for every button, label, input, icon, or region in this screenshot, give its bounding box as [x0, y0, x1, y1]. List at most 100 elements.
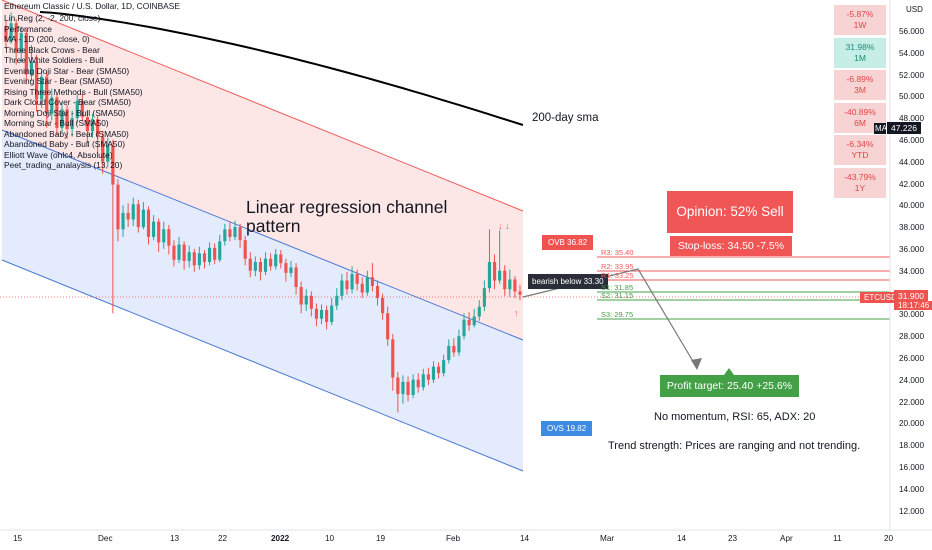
indicator-item[interactable]: Peet_trading_analaysis (13, 20)	[4, 160, 123, 170]
indicator-item[interactable]: Abandoned Baby - Bear (SMA50)	[4, 128, 129, 139]
candle-body	[274, 254, 278, 267]
performance-period: 1M	[854, 52, 866, 63]
candle-body	[340, 280, 344, 296]
candle-body	[294, 267, 298, 288]
candle-body	[121, 212, 125, 230]
candle-body	[396, 377, 400, 394]
performance-period: YTD	[851, 150, 869, 160]
performance-value: -6.89%	[846, 74, 874, 84]
candle-body	[162, 229, 166, 243]
candle-body	[101, 136, 105, 162]
indicator-item[interactable]: Elliott Wave (ohlc4, Absolute)	[4, 149, 113, 160]
candle-body	[90, 119, 95, 132]
candle-body	[4, 26, 8, 41]
y-tick-label: 16.000	[899, 463, 925, 472]
indicator-item[interactable]: Morning Star - Bull (SMA50)	[4, 118, 109, 128]
indicator-item[interactable]: Abandoned Baby - Bull (SMA50)	[4, 139, 126, 149]
currency-label: USD	[906, 5, 923, 14]
candle-body	[330, 305, 334, 322]
indicator-item[interactable]: Lin Reg (2, -2, 200, close)	[4, 13, 101, 23]
candle-body	[452, 345, 456, 353]
channel-mid-line	[1, 129, 524, 341]
candle-body	[65, 109, 69, 130]
candle-body	[197, 253, 201, 266]
channel-upper-fill	[2, 0, 523, 340]
indicator-item[interactable]: Three Black Crows - Bear	[4, 44, 100, 55]
candle-body	[116, 184, 120, 230]
bar-countdown: 18:17:46	[894, 301, 932, 310]
indicator-item[interactable]: MA - 1D (200, close, 0)	[4, 34, 90, 44]
candle-body	[223, 229, 227, 242]
candle-body	[416, 379, 420, 388]
performance-period: 1W	[853, 20, 867, 30]
y-tick-label: 20.000	[899, 419, 925, 429]
candle-body	[60, 109, 64, 128]
performance-value: -40.89%	[844, 106, 876, 117]
candle-body	[29, 61, 34, 75]
candle-body	[269, 258, 273, 267]
candle-body	[238, 227, 242, 241]
candle-body	[141, 209, 145, 228]
candle-body	[177, 244, 181, 260]
candle-body	[96, 119, 100, 137]
ma-axis-label: MA	[874, 123, 887, 134]
x-tick-label: Dec	[98, 534, 113, 543]
trend-note: Trend strength: Prices are ranging and n…	[608, 440, 861, 452]
x-tick-label: 23	[728, 534, 738, 543]
candle-body	[350, 273, 354, 290]
channel-annotation: Linear regression channel pattern	[246, 197, 448, 236]
candle-body	[355, 273, 359, 284]
candle-body	[243, 240, 247, 259]
candle-body	[284, 263, 288, 273]
candle-body	[325, 309, 329, 322]
pivot-label: R3: 35.40	[601, 248, 634, 257]
channel-upper-line	[1, 0, 524, 212]
performance-period: 3M	[854, 85, 866, 95]
performance-period: 6M	[854, 117, 866, 128]
candle-body	[472, 316, 476, 326]
profit-pointer	[724, 368, 734, 375]
indicator-item[interactable]: Evening Star - Bear (SMA50)	[4, 76, 113, 86]
candle-body	[111, 145, 115, 185]
candle-body	[370, 277, 374, 286]
candle-body	[365, 277, 369, 293]
candle-body	[360, 283, 364, 293]
candle-body	[182, 244, 186, 261]
bearish-note: bearish below 33.30	[528, 274, 608, 289]
indicator-item[interactable]: Evening Doji Star - Bear (SMA50)	[4, 65, 130, 76]
indicator-item[interactable]: Performance	[4, 23, 52, 34]
candle-body	[319, 309, 324, 319]
candle-body	[467, 319, 471, 326]
indicator-item[interactable]: Morning Doji Star - Bull (SMA50)	[4, 107, 126, 118]
candle-body	[40, 76, 44, 100]
y-tick-label: 28.000	[899, 332, 925, 342]
candle-body	[477, 306, 481, 317]
candle-body	[233, 227, 237, 237]
y-tick-label: 34.000	[899, 266, 925, 276]
indicator-item[interactable]: Rising Three Methods - Bull (SMA50)	[4, 86, 143, 97]
performance-cell: -6.89% 3M	[834, 70, 886, 100]
candle-body	[457, 336, 461, 353]
y-tick-label: 40.000	[899, 201, 925, 211]
candle-body	[167, 229, 171, 246]
candle-body	[503, 270, 507, 290]
candle-body	[487, 261, 492, 289]
candle-body	[309, 295, 313, 309]
sma-annotation: 200-day sma	[532, 112, 599, 124]
candle-body	[126, 212, 130, 220]
indicator-item[interactable]: Three White Soldiers - Bull	[4, 55, 104, 65]
candle-body	[152, 221, 156, 237]
y-tick-label: 44.000	[899, 157, 925, 167]
forecast-arrowhead	[691, 358, 702, 370]
candle-body	[187, 252, 191, 261]
y-tick-label: 54.000	[899, 48, 925, 58]
y-tick-label: 30.000	[899, 310, 925, 320]
candle-body	[192, 252, 196, 266]
indicator-item[interactable]: Dark Cloud Cover - Bear (SMA50)	[4, 97, 132, 107]
x-tick-label: Feb	[446, 534, 461, 543]
last-price-badge: 31.900	[894, 290, 928, 302]
candle-body	[213, 247, 217, 260]
candle-body	[202, 253, 207, 262]
